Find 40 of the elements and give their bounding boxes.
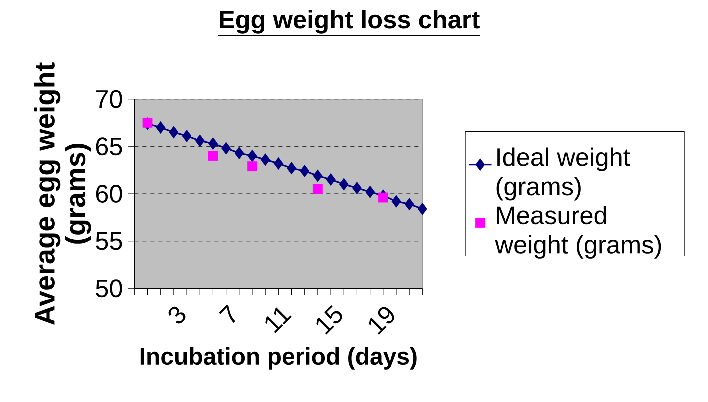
point — [392, 195, 402, 208]
y-tick-label: 70 — [96, 90, 122, 108]
x-tick-label: 3 — [168, 306, 186, 324]
y-tick-label: 55 — [96, 232, 122, 250]
point — [366, 186, 376, 198]
point — [313, 170, 323, 182]
point — [287, 162, 296, 175]
y-tick-label: 60 — [96, 185, 122, 203]
point — [208, 151, 218, 162]
point — [195, 134, 205, 148]
chart-title: Egg weight loss chart — [220, 10, 480, 34]
point — [142, 118, 153, 128]
point — [156, 121, 166, 134]
point — [222, 142, 232, 155]
point — [326, 174, 336, 186]
point — [208, 138, 218, 150]
point — [248, 162, 258, 172]
x-tick-label: 15 — [316, 305, 342, 335]
point — [352, 182, 362, 195]
y-tick-label: 50 — [96, 280, 122, 298]
point — [274, 157, 284, 170]
x-axis-title: Incubation period (days) — [140, 347, 417, 370]
legend-label: Ideal weight (grams) — [496, 148, 630, 201]
legend-label: Measured weight (grams) — [495, 206, 662, 259]
point — [339, 178, 349, 191]
point — [248, 150, 258, 162]
y-axis-title: Average egg weight (grams) — [34, 62, 92, 326]
point — [260, 154, 270, 166]
x-tick-label: 19 — [369, 307, 394, 335]
point — [418, 202, 428, 216]
point — [234, 147, 244, 160]
y-tick-label: 65 — [96, 138, 122, 156]
point — [182, 130, 192, 143]
point — [300, 165, 310, 178]
point — [313, 184, 323, 194]
point — [404, 198, 414, 211]
point — [378, 192, 388, 203]
point — [169, 126, 179, 139]
x-tick-label: 11 — [266, 308, 292, 334]
x-tick-label: 7 — [219, 304, 236, 323]
